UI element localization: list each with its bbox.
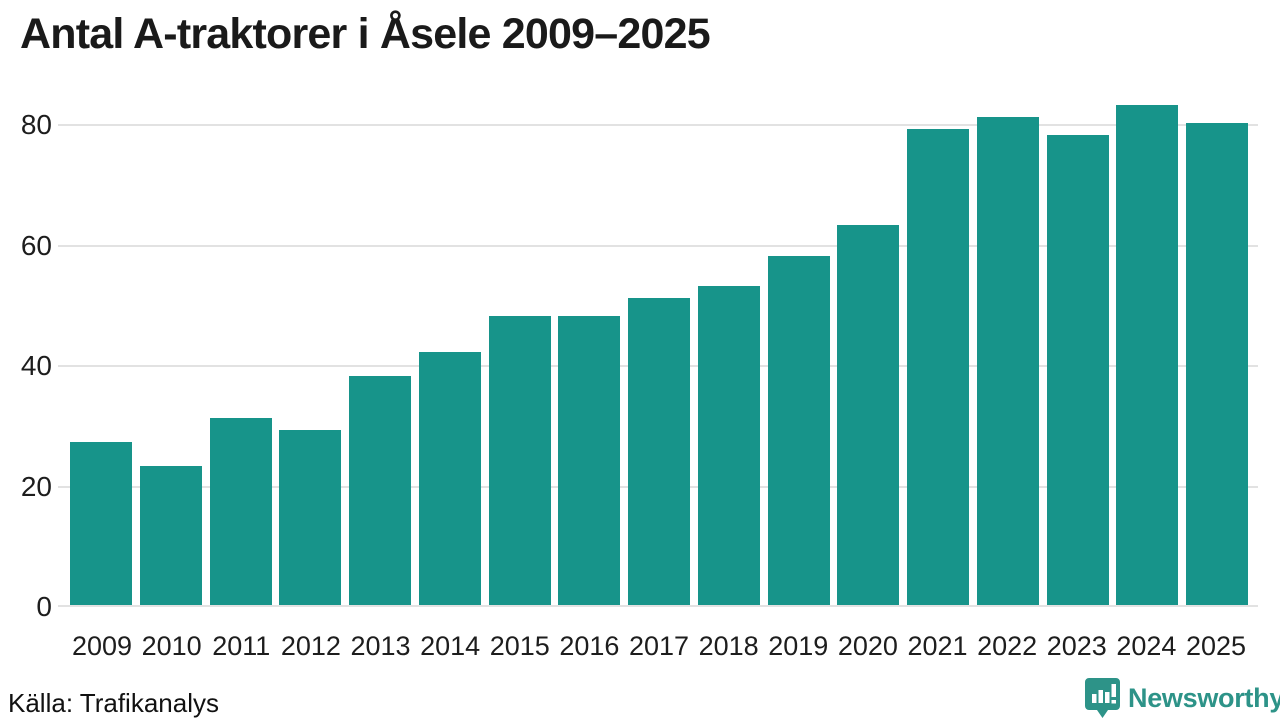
x-tick-label-2013: 2013	[350, 631, 411, 661]
bar-2020	[837, 225, 900, 605]
gridline-y-60	[58, 244, 1258, 247]
bar-2012	[279, 430, 342, 605]
bar-2011	[209, 418, 272, 605]
bar-2021	[907, 129, 969, 605]
bar-series	[70, 87, 1248, 607]
y-tick-label-0: 0	[36, 591, 52, 622]
chart-title: Antal A-traktorer i Åsele 2009–2025	[20, 10, 711, 58]
gridline-y-0	[58, 605, 1258, 607]
bar-2010	[139, 466, 202, 605]
y-tick-label-60: 60	[20, 229, 52, 261]
source-note: Källa: Trafikanalys	[8, 688, 219, 718]
x-tick-label-2014: 2014	[420, 631, 481, 661]
gridline-y-80	[58, 124, 1258, 126]
x-tick-label-2012: 2012	[280, 631, 341, 661]
x-tick-label-2019: 2019	[768, 631, 829, 661]
brand-footer: Newsworthy	[1084, 677, 1280, 719]
brand-wordmark: Newsworthy	[1128, 682, 1280, 713]
y-tick-label-20: 20	[20, 470, 52, 502]
y-tick-label-80: 80	[20, 109, 52, 140]
bar-2025	[1186, 123, 1248, 605]
x-axis: 2009 2010 2011 2012 2013 2014 2015 2016 2017 2018…	[70, 631, 1248, 662]
bar-2009	[70, 442, 132, 605]
x-tick-label-2024: 2024	[1116, 631, 1177, 661]
x-tick-label-2017: 2017	[628, 631, 690, 661]
newsworthy-pin-barchart-icon	[1084, 677, 1121, 719]
x-tick-label-2016: 2016	[559, 631, 620, 661]
x-tick-label-2021: 2021	[907, 631, 968, 661]
x-tick-label-2020: 2020	[837, 631, 898, 661]
x-tick-label-2010: 2010	[141, 631, 202, 661]
x-tick-label-2009: 2009	[71, 631, 133, 661]
x-tick-label-2022: 2022	[977, 631, 1038, 661]
bar-2013	[349, 376, 411, 605]
x-tick-label-2018: 2018	[698, 631, 759, 661]
bar-2019	[767, 256, 830, 605]
x-tick-label-2025: 2025	[1185, 631, 1247, 661]
x-tick-label-2023: 2023	[1046, 631, 1107, 661]
x-tick-label-2011: 2011	[212, 631, 271, 661]
bar-2023	[1046, 135, 1109, 605]
bar-2017	[628, 298, 690, 605]
bar-2015	[488, 316, 551, 605]
y-tick-label-40: 40	[20, 350, 52, 381]
bar-2024	[1116, 105, 1179, 605]
bar-2022	[976, 117, 1039, 605]
bar-2018	[697, 286, 760, 605]
y-axis: 0 20 40 60 80	[0, 87, 52, 621]
bar-2016	[558, 316, 621, 605]
x-tick-label-2015: 2015	[489, 631, 550, 661]
bar-2014	[418, 352, 481, 605]
